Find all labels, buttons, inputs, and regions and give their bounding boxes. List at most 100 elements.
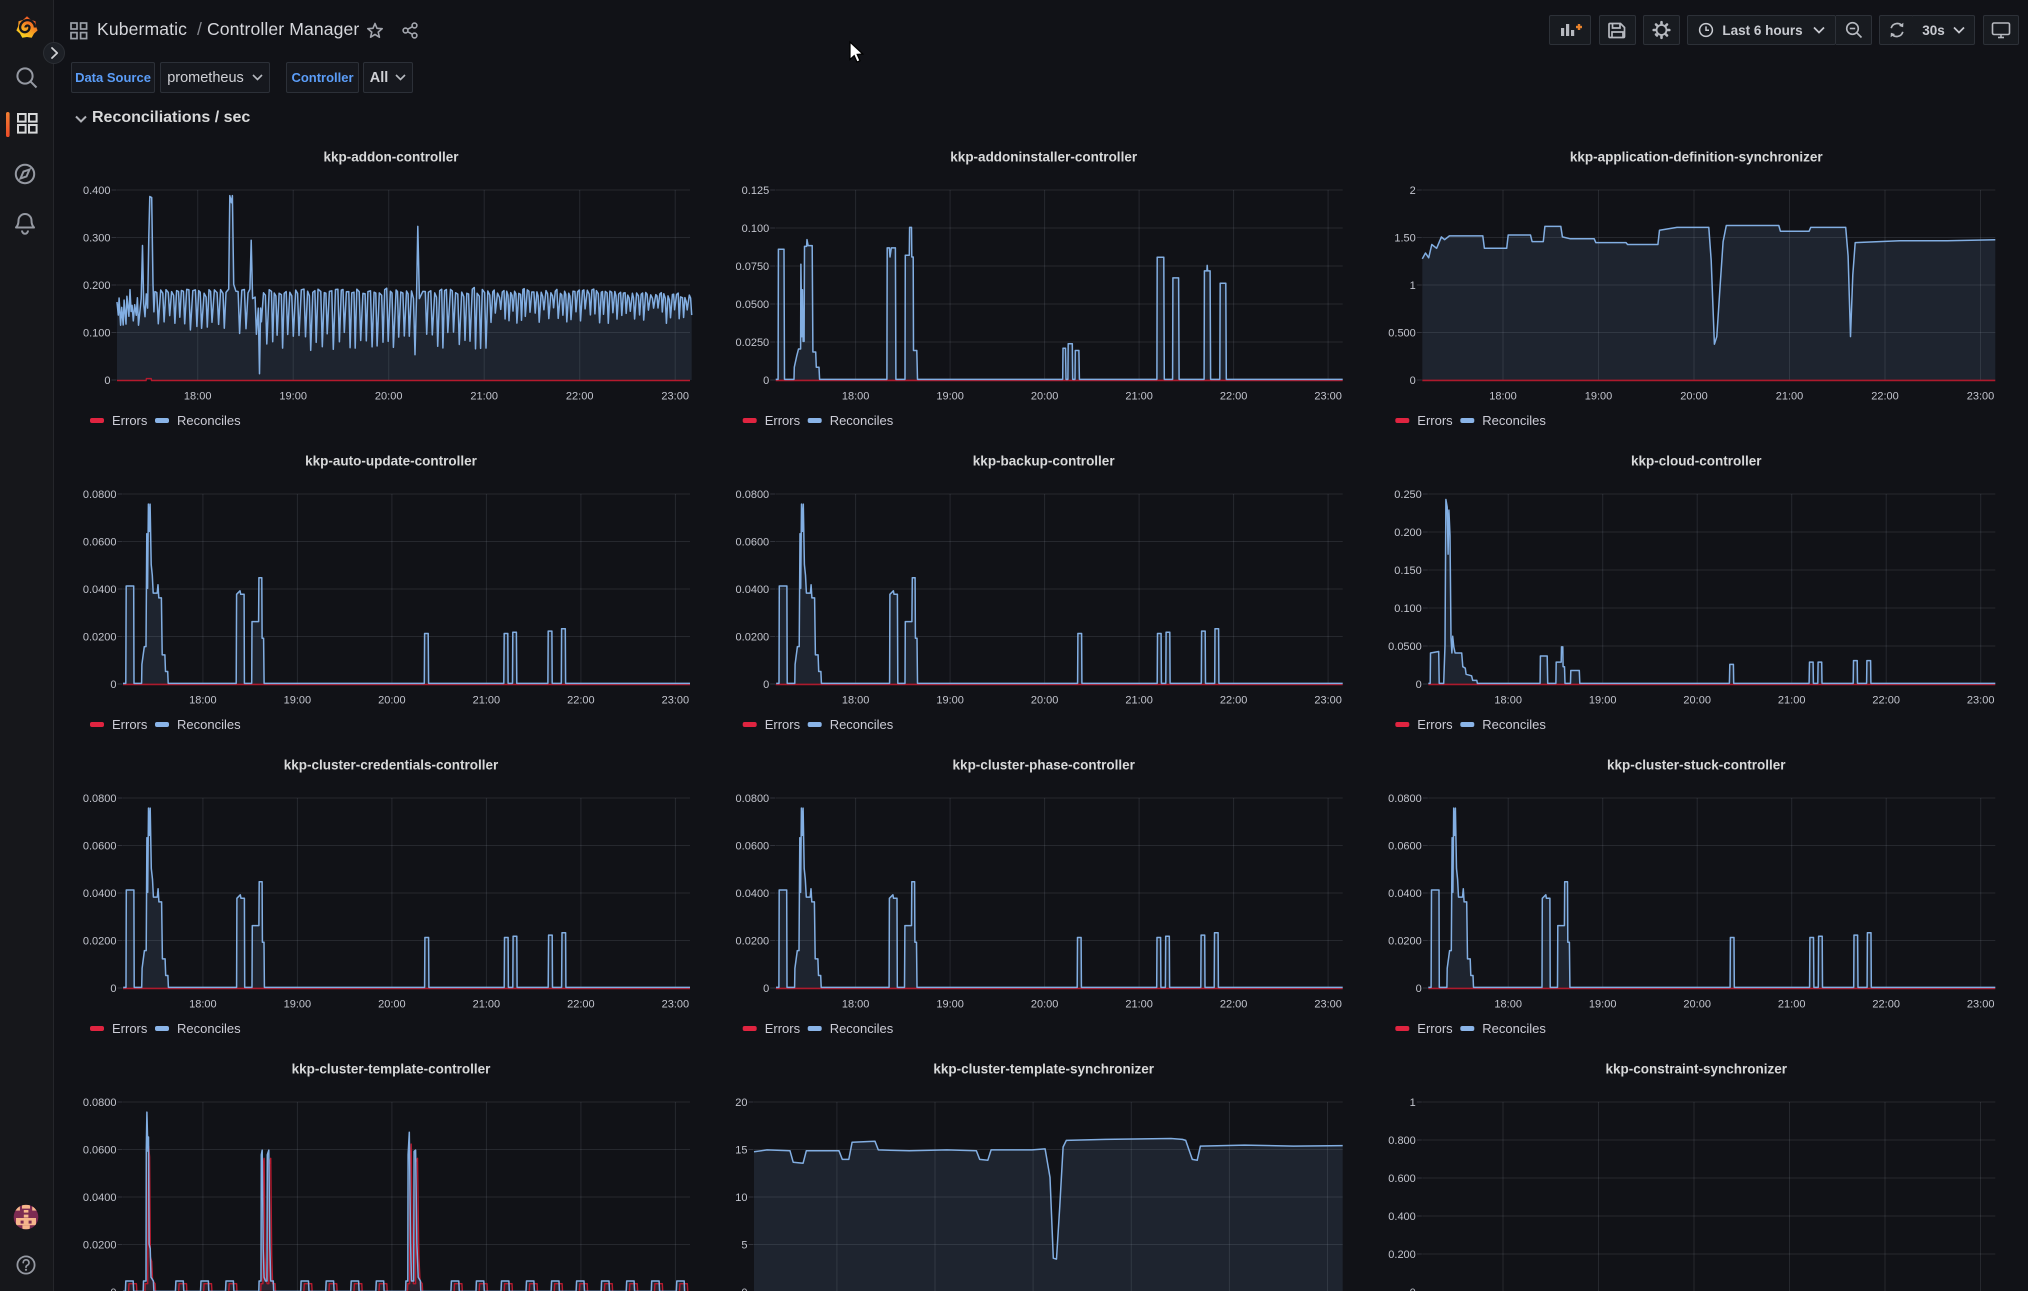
svg-text:0.0200: 0.0200 (1388, 936, 1422, 948)
svg-text:Reconciles: Reconciles (177, 717, 241, 732)
svg-text:21:00: 21:00 (1125, 391, 1153, 403)
svg-text:Errors: Errors (1417, 413, 1453, 428)
svg-text:20:00: 20:00 (378, 999, 406, 1011)
svg-text:kkp-auto-update-controller: kkp-auto-update-controller (305, 454, 478, 469)
svg-text:kkp-addoninstaller-controller: kkp-addoninstaller-controller (950, 150, 1138, 165)
svg-text:22:00: 22:00 (1872, 695, 1900, 707)
svg-text:20:00: 20:00 (1680, 391, 1708, 403)
svg-text:0.0400: 0.0400 (1388, 888, 1422, 900)
svg-text:0.500: 0.500 (1388, 328, 1416, 340)
svg-text:0: 0 (1410, 1287, 1416, 1291)
svg-text:kkp-constraint-synchronizer: kkp-constraint-synchronizer (1606, 1062, 1788, 1077)
svg-text:0.0800: 0.0800 (83, 793, 117, 805)
svg-text:0.0800: 0.0800 (1388, 793, 1422, 805)
svg-text:0.0600: 0.0600 (83, 537, 117, 549)
svg-text:Errors: Errors (112, 717, 148, 732)
svg-text:Errors: Errors (112, 1021, 148, 1036)
svg-text:22:00: 22:00 (567, 999, 595, 1011)
svg-text:18:00: 18:00 (1494, 999, 1522, 1011)
svg-text:0.300: 0.300 (83, 233, 111, 245)
svg-text:0.0600: 0.0600 (83, 1145, 117, 1157)
svg-text:Reconciles: Reconciles (177, 413, 241, 428)
svg-text:0.400: 0.400 (83, 185, 111, 197)
svg-text:21:00: 21:00 (470, 391, 498, 403)
svg-text:0.0600: 0.0600 (736, 537, 770, 549)
svg-text:23:00: 23:00 (662, 695, 690, 707)
svg-text:19:00: 19:00 (279, 391, 307, 403)
svg-text:2: 2 (1410, 185, 1416, 197)
svg-text:22:00: 22:00 (1872, 999, 1900, 1011)
svg-text:20:00: 20:00 (375, 391, 403, 403)
svg-text:0.250: 0.250 (1394, 489, 1422, 501)
svg-text:1: 1 (1410, 280, 1416, 292)
svg-text:0: 0 (741, 1287, 747, 1291)
svg-text:Reconciles: Reconciles (1482, 413, 1546, 428)
svg-text:Reconciles: Reconciles (177, 1021, 241, 1036)
svg-text:0.0400: 0.0400 (736, 584, 770, 596)
svg-text:Reconciles: Reconciles (830, 717, 894, 732)
svg-text:18:00: 18:00 (189, 999, 217, 1011)
svg-text:kkp-cluster-phase-controller: kkp-cluster-phase-controller (953, 758, 1136, 773)
svg-text:0.0500: 0.0500 (1388, 641, 1422, 653)
svg-text:Errors: Errors (1417, 1021, 1453, 1036)
svg-text:0.0400: 0.0400 (83, 1192, 117, 1204)
svg-text:0.0500: 0.0500 (736, 299, 770, 311)
svg-text:0.0800: 0.0800 (83, 489, 117, 501)
svg-text:22:00: 22:00 (566, 391, 594, 403)
svg-text:18:00: 18:00 (842, 999, 870, 1011)
svg-text:21:00: 21:00 (1125, 695, 1153, 707)
svg-text:0.200: 0.200 (1394, 527, 1422, 539)
svg-text:20:00: 20:00 (1031, 999, 1059, 1011)
svg-text:kkp-addon-controller: kkp-addon-controller (323, 150, 459, 165)
svg-text:0: 0 (1416, 679, 1422, 691)
svg-text:0.0400: 0.0400 (83, 584, 117, 596)
svg-text:0.0750: 0.0750 (736, 261, 770, 273)
svg-text:10: 10 (735, 1192, 747, 1204)
svg-text:0: 0 (110, 1287, 116, 1291)
svg-text:21:00: 21:00 (1778, 999, 1806, 1011)
svg-text:22:00: 22:00 (1871, 391, 1899, 403)
svg-text:20: 20 (735, 1097, 747, 1109)
svg-text:20:00: 20:00 (1031, 695, 1059, 707)
svg-text:19:00: 19:00 (936, 391, 964, 403)
svg-text:18:00: 18:00 (184, 391, 212, 403)
svg-text:0: 0 (104, 375, 110, 387)
svg-text:18:00: 18:00 (1494, 695, 1522, 707)
svg-text:kkp-backup-controller: kkp-backup-controller (973, 454, 1116, 469)
svg-text:Errors: Errors (112, 413, 148, 428)
svg-text:kkp-cluster-credentials-contro: kkp-cluster-credentials-controller (284, 758, 499, 773)
svg-text:20:00: 20:00 (1683, 999, 1711, 1011)
svg-text:21:00: 21:00 (473, 695, 501, 707)
svg-text:5: 5 (741, 1240, 747, 1252)
svg-text:19:00: 19:00 (1589, 695, 1617, 707)
svg-text:22:00: 22:00 (567, 695, 595, 707)
svg-text:22:00: 22:00 (1220, 999, 1248, 1011)
svg-text:19:00: 19:00 (1589, 999, 1617, 1011)
svg-text:23:00: 23:00 (1967, 391, 1995, 403)
svg-text:Errors: Errors (765, 1021, 801, 1036)
svg-text:0.400: 0.400 (1388, 1211, 1416, 1223)
svg-text:Reconciles: Reconciles (1482, 717, 1546, 732)
svg-text:0.0600: 0.0600 (1388, 841, 1422, 853)
svg-text:15: 15 (735, 1145, 747, 1157)
svg-text:19:00: 19:00 (284, 999, 312, 1011)
svg-text:0.600: 0.600 (1388, 1173, 1416, 1185)
svg-text:22:00: 22:00 (1220, 391, 1248, 403)
svg-text:23:00: 23:00 (1314, 391, 1342, 403)
svg-text:0.100: 0.100 (83, 328, 111, 340)
svg-text:Reconciles: Reconciles (830, 1021, 894, 1036)
svg-text:18:00: 18:00 (842, 695, 870, 707)
svg-text:1.50: 1.50 (1394, 233, 1415, 245)
svg-text:0.200: 0.200 (83, 280, 111, 292)
svg-text:0.125: 0.125 (742, 185, 770, 197)
svg-text:0: 0 (110, 679, 116, 691)
svg-text:22:00: 22:00 (1220, 695, 1248, 707)
svg-text:0.0400: 0.0400 (83, 888, 117, 900)
svg-text:18:00: 18:00 (189, 695, 217, 707)
svg-text:23:00: 23:00 (662, 999, 690, 1011)
svg-text:Reconciles: Reconciles (1482, 1021, 1546, 1036)
svg-text:20:00: 20:00 (1031, 391, 1059, 403)
svg-text:0.100: 0.100 (1394, 603, 1422, 615)
svg-text:0.100: 0.100 (742, 223, 770, 235)
svg-text:0.0200: 0.0200 (736, 936, 770, 948)
